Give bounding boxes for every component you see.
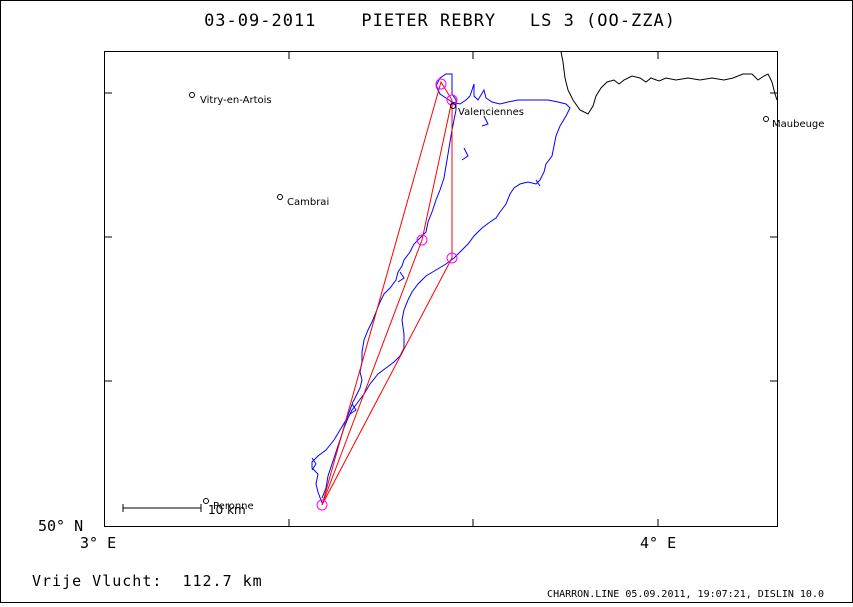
scale-bar-label: 10 km <box>208 503 246 517</box>
town-label: Valenciennes <box>458 107 524 118</box>
task-lines <box>321 80 453 506</box>
town-cambrai: Cambrai <box>277 194 329 208</box>
longitude-label-3e: 3° E <box>80 534 116 552</box>
town-vitry-en-artois: Vitry-en-Artois <box>189 92 272 106</box>
town-marker <box>203 498 209 504</box>
task-line-outbound <box>321 80 453 506</box>
turnpoint-3 <box>416 234 428 246</box>
task-line-inner <box>321 99 453 506</box>
gps-track <box>311 73 571 504</box>
map-title: 03-09-2011 PIETER REBRY LS 3 (OO-ZZA) <box>204 11 676 31</box>
map-border <box>104 51 778 527</box>
turnpoints <box>316 78 458 511</box>
national-border <box>560 51 778 115</box>
town-marker <box>189 92 195 98</box>
longitude-label-4e: 4° E <box>640 534 676 552</box>
turnpoint-1 <box>435 78 447 90</box>
scale-bar <box>122 504 202 512</box>
town-marker <box>450 103 456 109</box>
town-marker <box>763 116 769 122</box>
turnpoint-4 <box>446 252 458 264</box>
turnpoint-start <box>316 499 328 511</box>
town-label: Cambrai <box>287 197 329 208</box>
axis-ticks <box>104 52 777 526</box>
free-flight-distance: Vrije Vlucht: 112.7 km <box>32 572 263 590</box>
town-label: Maubeuge <box>772 119 824 130</box>
town-valenciennes: Valenciennes <box>450 103 524 118</box>
town-marker <box>277 194 283 200</box>
render-info: CHARRON.LINE 05.09.2011, 19:07:21, DISLI… <box>547 589 824 600</box>
town-peronne: Peronne <box>203 498 254 512</box>
gps-track-wiggles <box>311 115 541 471</box>
town-label: Vitry-en-Artois <box>200 95 272 106</box>
turnpoint-2 <box>446 94 458 106</box>
latitude-label: 50° N <box>38 517 83 535</box>
town-maubeuge: Maubeuge <box>763 116 824 130</box>
town-label: Peronne <box>213 501 254 512</box>
